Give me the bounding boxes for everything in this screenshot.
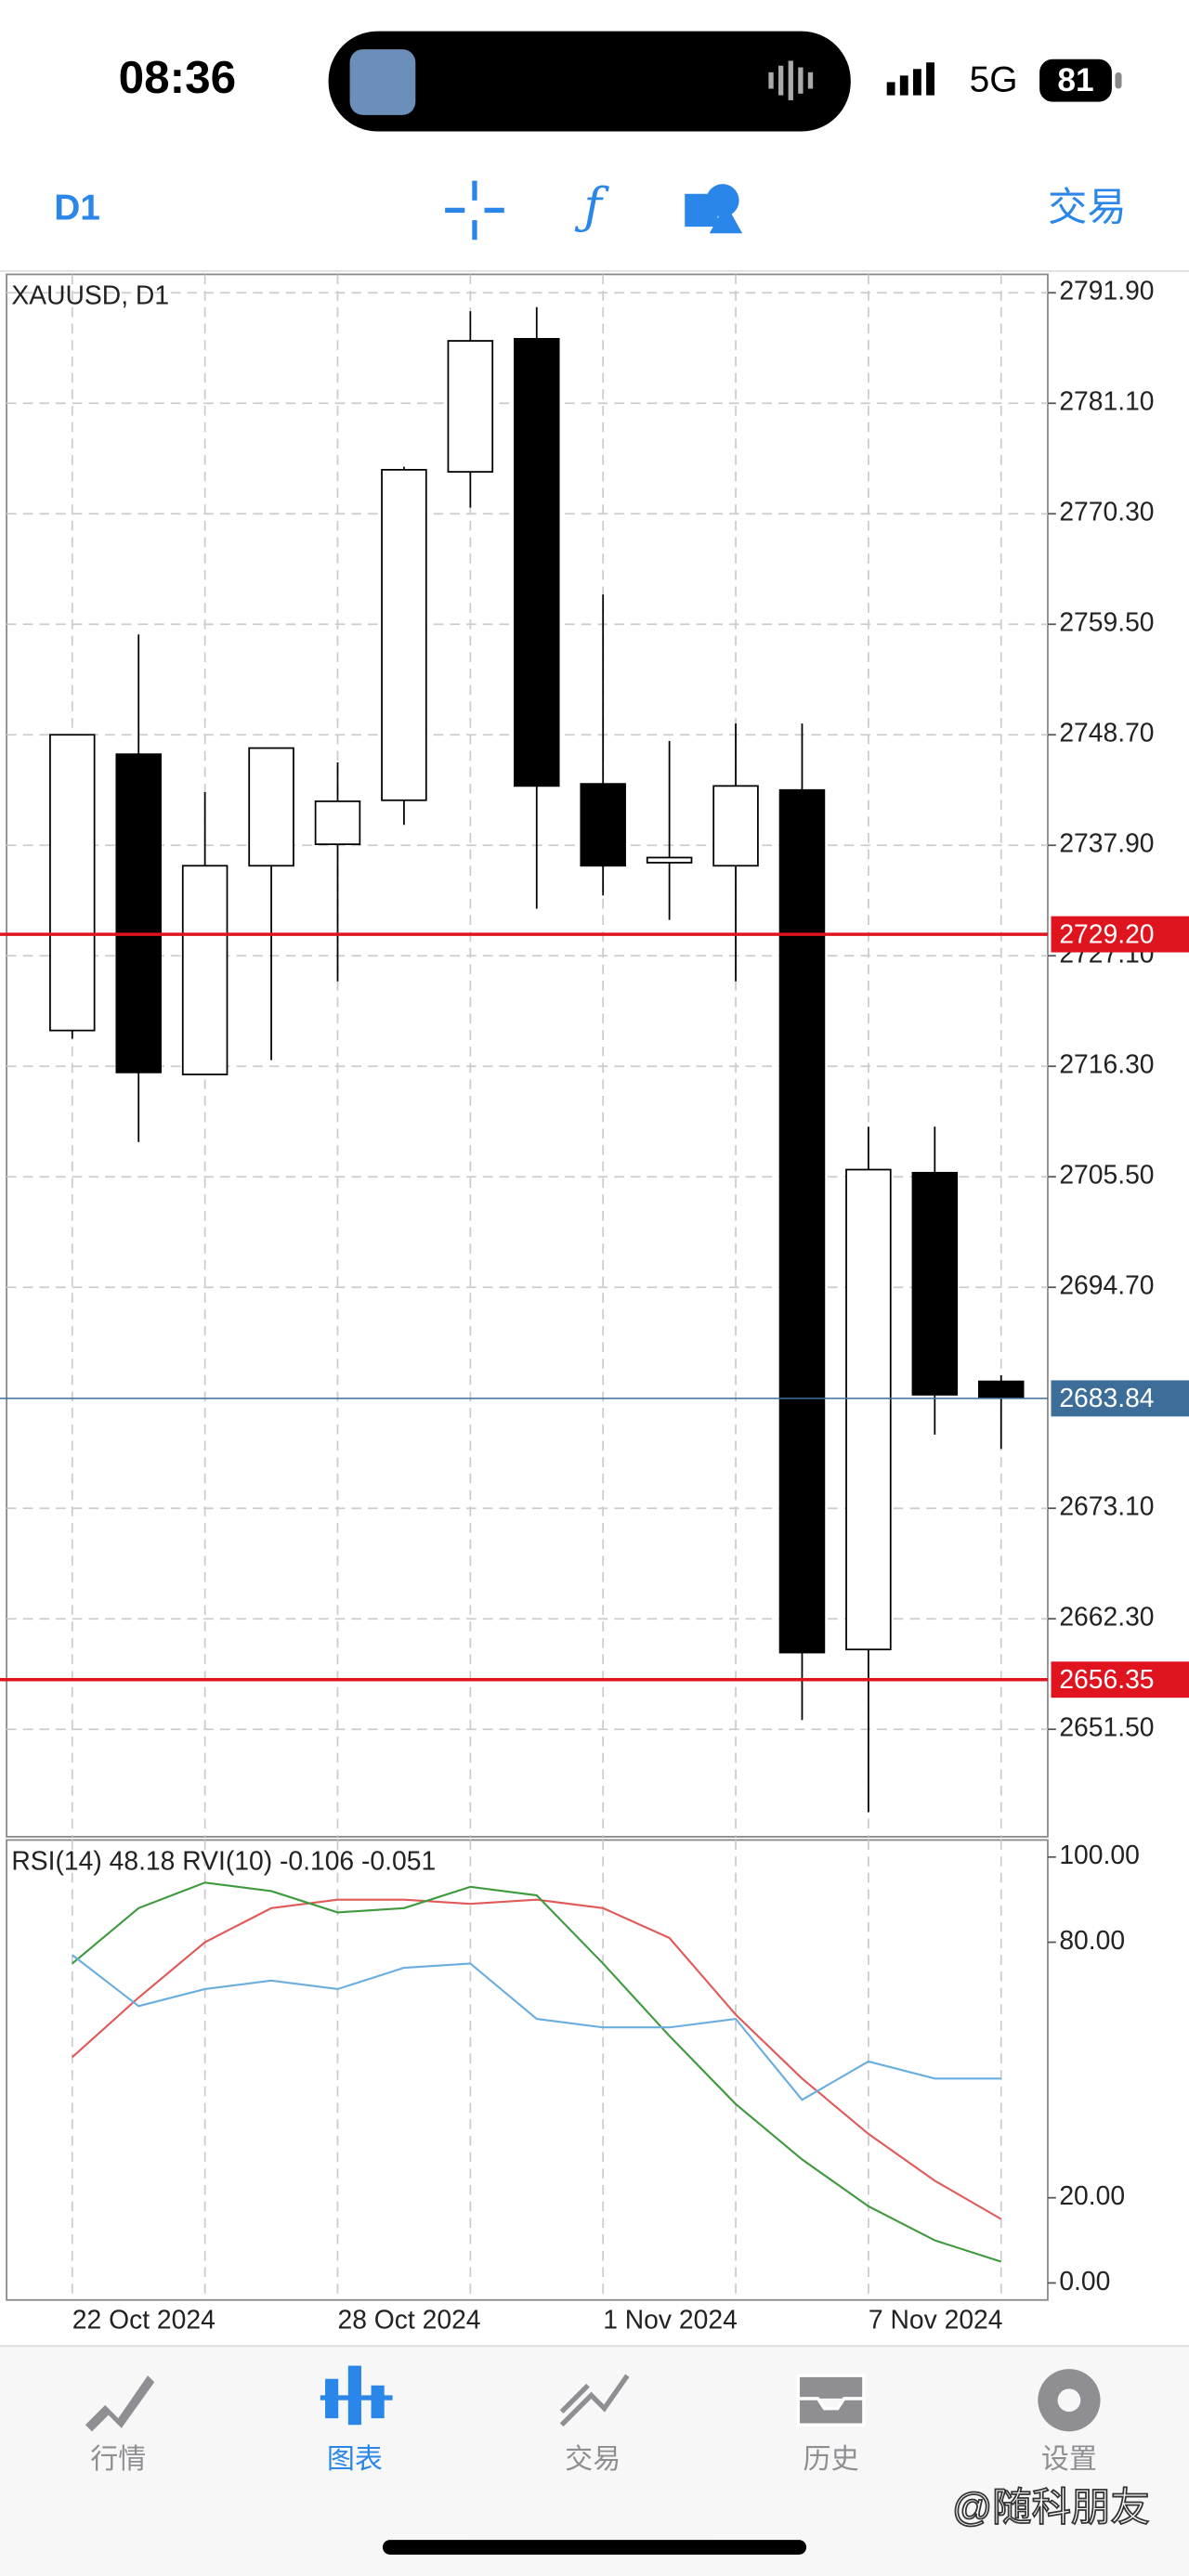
chart-icon[interactable]	[320, 2365, 393, 2426]
candle-body	[646, 856, 693, 864]
clock: 08:36	[119, 52, 237, 103]
nav-label[interactable]: 设置	[1041, 2444, 1097, 2475]
candle-body	[712, 785, 759, 867]
dynamic-island	[328, 31, 851, 132]
y-tick-label: 2651.50	[1059, 1712, 1154, 1742]
x-tick-label: 7 Nov 2024	[869, 2304, 1003, 2334]
watermark: @随科朋友	[952, 2485, 1150, 2529]
y-tick-label: 2781.10	[1059, 386, 1154, 416]
battery	[1039, 59, 1112, 102]
indicator-line	[72, 1898, 1002, 2220]
history-icon[interactable]	[796, 2374, 866, 2427]
settings-icon[interactable]	[1038, 2369, 1101, 2432]
y-tick-label: 2770.30	[1059, 497, 1154, 527]
price-label-bg	[1051, 1661, 1189, 1698]
quotes-icon[interactable]	[85, 2375, 155, 2432]
price-label-bg	[1051, 1380, 1189, 1417]
price-label: 2729.20	[1059, 918, 1154, 948]
trade-button[interactable]: 交易	[1048, 186, 1127, 229]
candle-body	[580, 783, 626, 867]
candle-body	[447, 340, 494, 473]
indicator-icon[interactable]: ƒ	[574, 177, 609, 235]
price-label-bg	[1051, 916, 1189, 953]
candle-body	[845, 1168, 892, 1651]
candle-body	[381, 469, 427, 801]
x-tick-label: 1 Nov 2024	[603, 2304, 738, 2334]
indicator-line	[72, 1881, 1002, 2263]
x-tick-label: 28 Oct 2024	[337, 2304, 480, 2334]
y-tick-label: 2737.90	[1059, 828, 1154, 858]
home-indicator	[382, 2540, 807, 2556]
candle-body	[514, 337, 560, 787]
objects-icon[interactable]	[685, 184, 743, 234]
y-tick-label: 80.00	[1059, 1925, 1125, 1955]
candle-body	[977, 1380, 1025, 1399]
timeframe-button[interactable]: D1	[54, 189, 100, 228]
audio-wave	[768, 60, 814, 100]
battery-tip	[1115, 72, 1122, 89]
pane-title: XAUUSD, D1	[11, 280, 169, 310]
y-tick-label: 100.00	[1059, 1840, 1139, 1869]
y-tick-label: 0.00	[1059, 2266, 1110, 2296]
crosshair-icon[interactable]	[445, 180, 504, 241]
nav-label[interactable]: 交易	[565, 2444, 621, 2475]
y-tick-label: 2662.30	[1059, 1602, 1154, 1632]
trade-icon[interactable]	[559, 2374, 630, 2427]
nav-label[interactable]: 历史	[804, 2444, 859, 2475]
y-tick-label: 2748.70	[1059, 718, 1154, 748]
candle-body	[314, 800, 361, 846]
nav-label[interactable]: 行情	[90, 2444, 146, 2475]
y-tick-label: 2694.70	[1059, 1270, 1154, 1300]
y-tick-label: 2759.50	[1059, 607, 1154, 637]
nav-bar	[0, 2346, 1189, 2576]
pane-title: RSI(14) 48.18 RVI(10) -0.106 -0.051	[11, 1846, 436, 1876]
y-tick-label: 2673.10	[1059, 1491, 1154, 1521]
price-label: 2656.35	[1059, 1664, 1154, 1694]
x-tick-label: 22 Oct 2024	[72, 2304, 216, 2334]
pane-frame	[6, 273, 1049, 1838]
price-label: 2683.84	[1059, 1383, 1154, 1412]
y-tick-label: 2716.30	[1059, 1049, 1154, 1079]
candle-body	[49, 734, 96, 1032]
candle-body	[911, 1171, 959, 1396]
nav-label[interactable]: 图表	[327, 2444, 383, 2475]
y-tick-label: 2791.90	[1059, 276, 1154, 306]
network: 5G	[970, 60, 1018, 100]
candle-body	[778, 788, 826, 1654]
candle-body	[248, 747, 294, 867]
signal	[886, 62, 934, 96]
app-icon	[349, 49, 416, 115]
pane-frame	[6, 1839, 1049, 2301]
y-tick-label: 20.00	[1059, 2180, 1125, 2210]
candle-body	[181, 865, 229, 1075]
candle-body	[115, 753, 162, 1073]
battery-level: 81	[1057, 62, 1093, 98]
y-tick-label: 2705.50	[1059, 1160, 1154, 1190]
indicator-line	[72, 1954, 1001, 2101]
